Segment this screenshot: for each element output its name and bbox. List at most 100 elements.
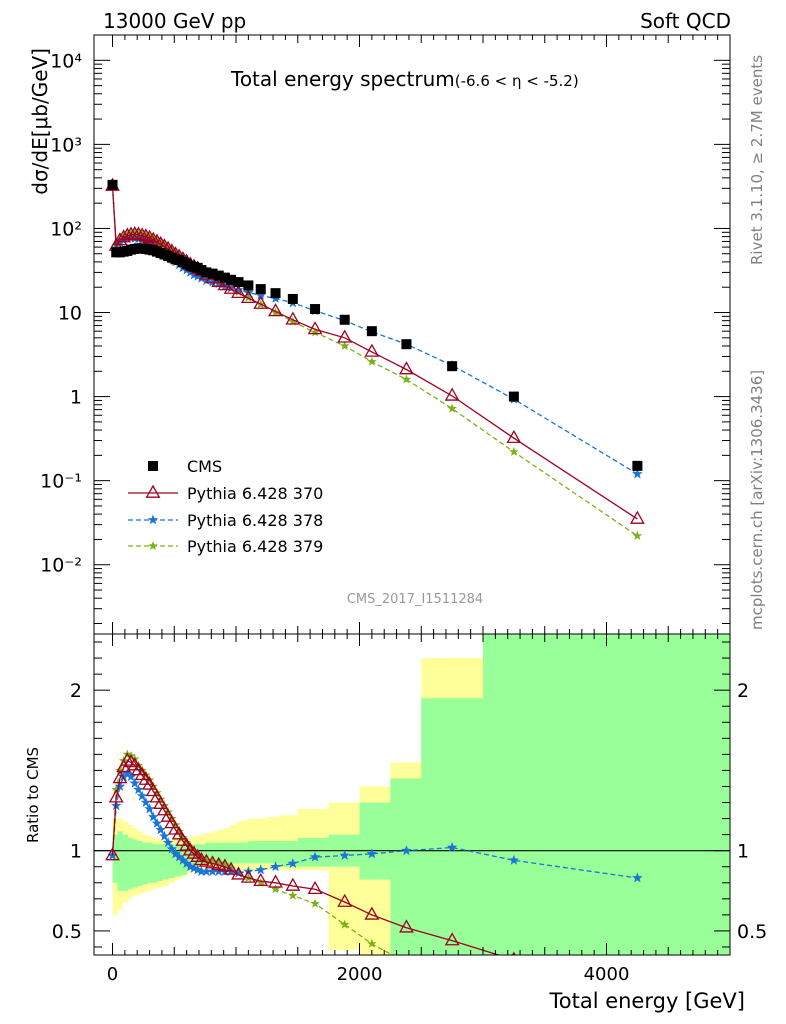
band-inner-bin: [132, 839, 138, 888]
data-point-cms: [339, 314, 350, 325]
ratio-y-tick-label-left: 2: [70, 680, 82, 702]
ratio-point-pythia-6-428-378: [632, 872, 643, 883]
band-inner-bin: [147, 842, 153, 883]
ratio-panel-series: [105, 749, 643, 955]
ratio-point-pythia-6-428-379: [367, 938, 377, 948]
ratio-point-pythia-6-428-378: [309, 851, 321, 862]
data-point-pythia-6-428-378: [188, 269, 200, 280]
ratio-point-pythia-6-428-379: [155, 794, 166, 804]
ratio-point-pythia-6-428-370: [444, 932, 460, 946]
data-point-pythia-6-428-370: [131, 226, 146, 240]
band-inner-bin: [117, 831, 123, 891]
ratio-point-pythia-6-428-378: [129, 777, 140, 788]
legend-label: Pythia 6.428 370: [187, 484, 323, 503]
data-point-pythia-6-428-370: [138, 228, 154, 242]
analysis-id-label: CMS_2017_I1511284: [347, 592, 483, 607]
ratio-point-pythia-6-428-379: [201, 855, 212, 865]
data-point-pythia-6-428-370: [629, 510, 645, 524]
data-point-pythia-6-428-370: [112, 232, 128, 246]
ratio-point-pythia-6-428-378: [185, 861, 196, 872]
ratio-point-pythia-6-428-378: [401, 845, 412, 856]
ratio-point-pythia-6-428-378: [366, 848, 378, 859]
y-tick-label: 10⁴: [50, 50, 82, 72]
band-inner-bin: [236, 842, 243, 864]
data-point-pythia-6-428-379: [288, 316, 298, 326]
band-inner-bin: [168, 844, 175, 878]
data-point-pythia-6-428-379: [310, 327, 320, 337]
uncertainty-band: [112, 634, 730, 955]
band-inner-bin: [156, 844, 163, 882]
header-right-label: Soft QCD: [640, 9, 731, 33]
ratio-point-pythia-6-428-378: [181, 858, 192, 868]
ratio-y-tick-label-right: 0.5: [737, 921, 767, 943]
ratio-point-pythia-6-428-370: [160, 808, 176, 822]
ratio-point-pythia-6-428-378: [140, 797, 152, 807]
band-inner-bin: [223, 842, 231, 864]
data-point-cms: [401, 339, 412, 350]
band-inner-bin: [359, 802, 391, 880]
data-point-cms: [310, 304, 321, 315]
ratio-point-pythia-6-428-370: [116, 758, 132, 773]
data-point-pythia-6-428-370: [240, 289, 256, 304]
data-point-pythia-6-428-379: [447, 403, 457, 413]
data-point-cms: [632, 460, 643, 471]
ratio-point-pythia-6-428-370: [217, 858, 233, 872]
ratio-point-pythia-6-428-370: [119, 752, 135, 766]
data-point-cms: [233, 277, 244, 288]
data-point-pythia-6-428-378: [213, 278, 224, 289]
data-point-cms: [219, 272, 230, 283]
ratio-point-pythia-6-428-370: [171, 826, 187, 840]
data-point-pythia-6-428-378: [255, 289, 266, 300]
ratio-point-pythia-6-428-379: [152, 787, 162, 797]
ratio-point-pythia-6-428-378: [207, 866, 218, 876]
data-point-pythia-6-428-370: [134, 227, 150, 241]
ratio-point-pythia-6-428-379: [159, 800, 170, 810]
legend-label: CMS: [187, 457, 222, 476]
legend-marker: [147, 514, 159, 525]
ratio-point-pythia-6-428-378: [174, 851, 185, 862]
x-tick-label: 0: [107, 964, 118, 985]
ratio-point-pythia-6-428-370: [112, 770, 128, 784]
band-inner-bin: [122, 834, 128, 891]
data-point-pythia-6-428-370: [142, 229, 157, 243]
ratio-point-pythia-6-428-379: [270, 884, 281, 894]
data-point-pythia-6-428-378: [185, 266, 196, 277]
ratio-point-pythia-6-428-378: [155, 824, 166, 835]
data-point-pythia-6-428-379: [509, 446, 519, 456]
ratio-point-pythia-6-428-378: [270, 861, 281, 872]
band-inner-bin: [421, 698, 484, 955]
data-point-pythia-6-428-379: [632, 530, 643, 540]
data-point-pythia-6-428-370: [231, 284, 246, 298]
band-inner-bin: [390, 778, 422, 955]
data-point-cms: [226, 274, 237, 285]
ratio-point-pythia-6-428-378: [287, 858, 299, 868]
plot-title: Total energy spectrum(-6.6 < η < -5.2): [230, 67, 579, 91]
ratio-point-pythia-6-428-378: [196, 866, 207, 876]
ratio-point-pythia-6-428-379: [115, 765, 125, 775]
ratio-point-pythia-6-428-370: [211, 856, 227, 870]
ratio-point-pythia-6-428-379: [193, 850, 203, 860]
ratio-point-pythia-6-428-379: [174, 826, 184, 836]
ratio-point-pythia-6-428-378: [201, 866, 212, 876]
data-point-cms: [508, 391, 519, 402]
ratio-y-tick-label-right: 1: [737, 841, 749, 863]
ratio-point-pythia-6-428-378: [136, 790, 148, 801]
band-inner-bin: [248, 841, 256, 864]
x-axis-title: Total energy [GeV]: [548, 989, 745, 1013]
data-point-pythia-6-428-378: [632, 468, 643, 479]
band-inner-bin: [186, 844, 194, 870]
ratio-point-pythia-6-428-378: [133, 784, 144, 795]
data-point-pythia-6-428-378: [233, 284, 244, 295]
ratio-point-pythia-6-428-379: [189, 847, 199, 857]
ratio-point-pythia-6-428-370: [223, 861, 239, 875]
y-tick-label: 1: [70, 387, 82, 409]
data-point-cms: [201, 267, 212, 278]
ratio-point-pythia-6-428-370: [145, 782, 161, 797]
ratio-point-pythia-6-428-379: [163, 807, 173, 817]
main-panel-series: [105, 177, 645, 540]
band-inner-bin: [127, 837, 133, 890]
ratio-point-pythia-6-428-370: [164, 815, 180, 829]
ratio-point-pythia-6-428-378: [508, 854, 520, 865]
ratio-point-pythia-6-428-379: [310, 898, 320, 908]
